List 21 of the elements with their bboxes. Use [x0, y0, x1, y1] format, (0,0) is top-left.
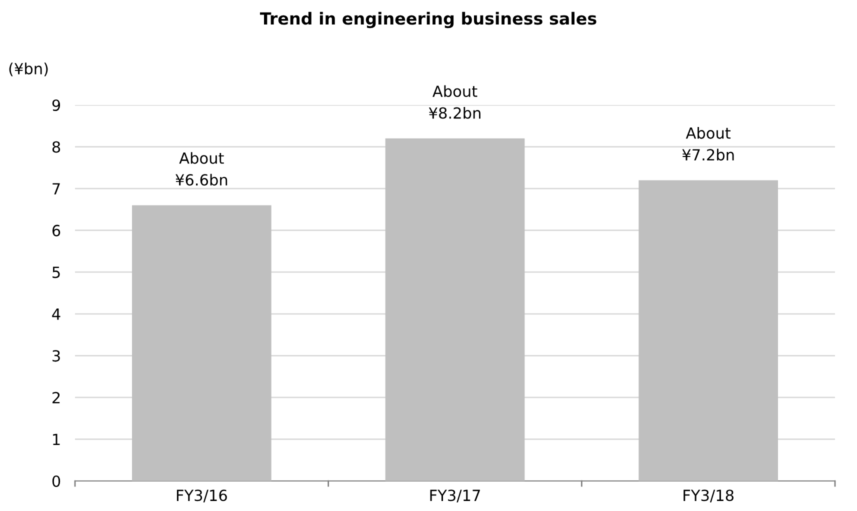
y-tick-label: 8 [52, 141, 60, 153]
y-tick-label: 7 [52, 183, 60, 194]
bar [385, 138, 525, 481]
y-axis-title: (¥bn) [9, 62, 48, 76]
y-tick-label: 9 [52, 99, 60, 112]
y-tick-label: 0 [52, 475, 60, 488]
x-tick-label: FY3/18 [684, 490, 734, 502]
y-tick-label: 6 [52, 224, 60, 236]
x-tick-label: FY3/16 [176, 490, 227, 502]
y-tick-label: 5 [52, 266, 60, 278]
data-label: About ¥8.2bn [428, 85, 480, 119]
data-label: About ¥6.6bn [176, 152, 228, 186]
y-tick-label: 3 [52, 350, 60, 362]
y-tick-label: 2 [52, 392, 60, 404]
data-label: About ¥7.2bn [682, 126, 734, 161]
y-tick-label: 4 [52, 308, 60, 320]
x-tick-label: FY3/17 [430, 490, 480, 502]
bar [638, 180, 778, 481]
y-tick-label: 1 [53, 434, 60, 446]
bar [132, 205, 272, 481]
chart-title: Trend in engineering business sales [260, 12, 596, 28]
